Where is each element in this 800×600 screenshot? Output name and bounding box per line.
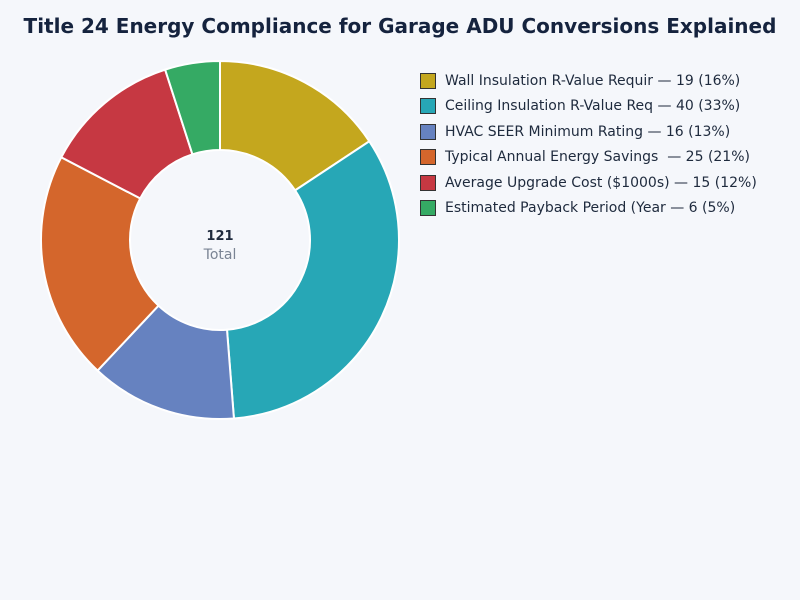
center-total-label: Total	[203, 247, 237, 263]
donut-slice-5[interactable]	[163, 59, 221, 156]
legend-label: Ceiling Insulation R-Value Req — 40 (33%…	[445, 98, 741, 115]
legend: Wall Insulation R-Value Requir — 19 (16%…	[420, 68, 795, 221]
donut-slices	[40, 59, 400, 420]
legend-item-3[interactable]: Typical Annual Energy Savings — 25 (21%)	[420, 145, 795, 171]
chart-title: Title 24 Energy Compliance for Garage AD…	[23, 14, 777, 38]
center-total-value: 121	[206, 229, 233, 244]
legend-label: HVAC SEER Minimum Rating — 16 (13%)	[445, 123, 731, 140]
legend-swatch	[420, 72, 436, 89]
legend-item-2[interactable]: HVAC SEER Minimum Rating — 16 (13%)	[420, 119, 795, 145]
legend-label: Wall Insulation R-Value Requir — 19 (16%…	[445, 72, 741, 89]
legend-swatch	[420, 174, 436, 191]
legend-swatch	[420, 123, 436, 140]
legend-item-4[interactable]: Average Upgrade Cost ($1000s) — 15 (12%)	[420, 170, 795, 196]
legend-item-1[interactable]: Ceiling Insulation R-Value Req — 40 (33%…	[420, 94, 795, 120]
donut-slice-3[interactable]	[40, 155, 160, 373]
legend-swatch	[420, 149, 436, 166]
legend-item-5[interactable]: Estimated Payback Period (Year — 6 (5%)	[420, 196, 795, 222]
legend-swatch	[420, 200, 436, 217]
donut-slice-1[interactable]	[225, 139, 400, 420]
legend-label: Average Upgrade Cost ($1000s) — 15 (12%)	[445, 174, 757, 191]
legend-label: Estimated Payback Period (Year — 6 (5%)	[445, 200, 736, 217]
legend-label: Typical Annual Energy Savings — 25 (21%)	[445, 149, 750, 166]
legend-item-0[interactable]: Wall Insulation R-Value Requir — 19 (16%…	[420, 68, 795, 94]
legend-swatch	[420, 98, 436, 115]
